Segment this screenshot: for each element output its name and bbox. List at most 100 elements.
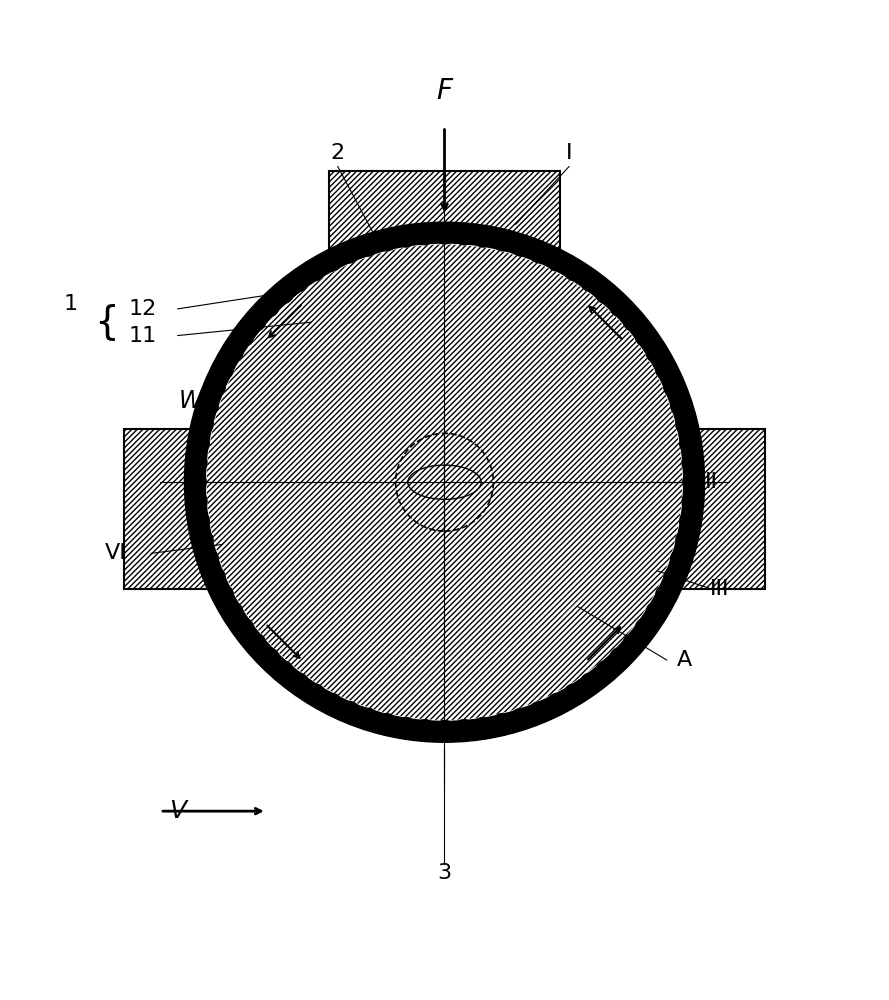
- Text: V: V: [169, 799, 187, 823]
- Circle shape: [596, 282, 617, 304]
- Circle shape: [511, 708, 533, 730]
- Circle shape: [376, 714, 397, 735]
- Circle shape: [258, 648, 279, 669]
- Text: II: II: [705, 472, 717, 492]
- Circle shape: [197, 548, 219, 570]
- Text: 1: 1: [64, 294, 78, 314]
- Circle shape: [287, 270, 308, 292]
- Circle shape: [204, 376, 225, 398]
- Bar: [124, 429, 765, 589]
- Circle shape: [376, 230, 397, 251]
- Text: F: F: [436, 77, 453, 105]
- Circle shape: [676, 530, 697, 551]
- Text: $W_1$: $W_1$: [179, 389, 212, 415]
- Circle shape: [655, 359, 677, 380]
- Circle shape: [212, 585, 234, 606]
- Circle shape: [272, 661, 293, 682]
- Circle shape: [339, 702, 360, 723]
- Circle shape: [232, 618, 253, 639]
- Text: I: I: [565, 143, 573, 163]
- Circle shape: [453, 720, 475, 741]
- Circle shape: [267, 304, 622, 660]
- Circle shape: [414, 720, 436, 741]
- Circle shape: [453, 223, 475, 245]
- Circle shape: [547, 693, 568, 715]
- Circle shape: [682, 452, 703, 473]
- Circle shape: [492, 230, 513, 251]
- Circle shape: [655, 585, 677, 606]
- Circle shape: [676, 413, 697, 435]
- Circle shape: [414, 223, 436, 245]
- Circle shape: [646, 602, 668, 623]
- Circle shape: [192, 413, 213, 435]
- Circle shape: [258, 296, 279, 317]
- Circle shape: [664, 376, 685, 398]
- Circle shape: [204, 567, 225, 588]
- Circle shape: [339, 242, 360, 263]
- Text: 3: 3: [437, 863, 452, 883]
- Circle shape: [547, 250, 568, 271]
- Circle shape: [581, 270, 602, 292]
- Text: 12: 12: [128, 299, 156, 319]
- Circle shape: [492, 714, 513, 735]
- Circle shape: [610, 648, 631, 669]
- Circle shape: [206, 244, 683, 720]
- Circle shape: [186, 491, 207, 512]
- Circle shape: [646, 341, 668, 363]
- Text: A: A: [677, 650, 693, 670]
- Circle shape: [682, 491, 703, 512]
- Circle shape: [473, 717, 494, 739]
- Circle shape: [185, 472, 206, 493]
- Circle shape: [272, 282, 293, 304]
- Circle shape: [287, 673, 308, 694]
- Circle shape: [511, 235, 533, 256]
- Text: VI: VI: [105, 543, 126, 563]
- Circle shape: [434, 223, 455, 244]
- Circle shape: [636, 618, 657, 639]
- Text: {: {: [94, 303, 119, 341]
- Circle shape: [304, 684, 325, 705]
- Text: 11: 11: [128, 326, 156, 346]
- Circle shape: [221, 341, 243, 363]
- Circle shape: [184, 222, 705, 742]
- Circle shape: [680, 510, 701, 532]
- Circle shape: [664, 567, 685, 588]
- Circle shape: [670, 395, 692, 416]
- Bar: [124, 429, 765, 589]
- Circle shape: [564, 684, 585, 705]
- Circle shape: [356, 708, 378, 730]
- Circle shape: [581, 673, 602, 694]
- Circle shape: [206, 244, 683, 720]
- Circle shape: [321, 693, 342, 715]
- Circle shape: [188, 433, 209, 454]
- Circle shape: [232, 325, 253, 347]
- Circle shape: [623, 633, 645, 655]
- Circle shape: [683, 472, 704, 493]
- Circle shape: [244, 310, 266, 331]
- Bar: [329, 171, 560, 260]
- Circle shape: [564, 259, 585, 281]
- Circle shape: [188, 510, 209, 532]
- Circle shape: [192, 530, 213, 551]
- Circle shape: [670, 548, 692, 570]
- Text: III: III: [710, 579, 730, 599]
- Circle shape: [395, 226, 416, 247]
- Circle shape: [304, 259, 325, 281]
- Circle shape: [356, 235, 378, 256]
- Circle shape: [529, 702, 550, 723]
- Text: 2: 2: [331, 143, 345, 163]
- Circle shape: [680, 433, 701, 454]
- Circle shape: [434, 720, 455, 742]
- Circle shape: [623, 310, 645, 331]
- Circle shape: [473, 226, 494, 247]
- Circle shape: [596, 661, 617, 682]
- Circle shape: [221, 602, 243, 623]
- Circle shape: [395, 717, 416, 739]
- Circle shape: [186, 452, 207, 473]
- Circle shape: [212, 359, 234, 380]
- Circle shape: [636, 325, 657, 347]
- Circle shape: [267, 304, 622, 660]
- Circle shape: [610, 296, 631, 317]
- Circle shape: [529, 242, 550, 263]
- Circle shape: [321, 250, 342, 271]
